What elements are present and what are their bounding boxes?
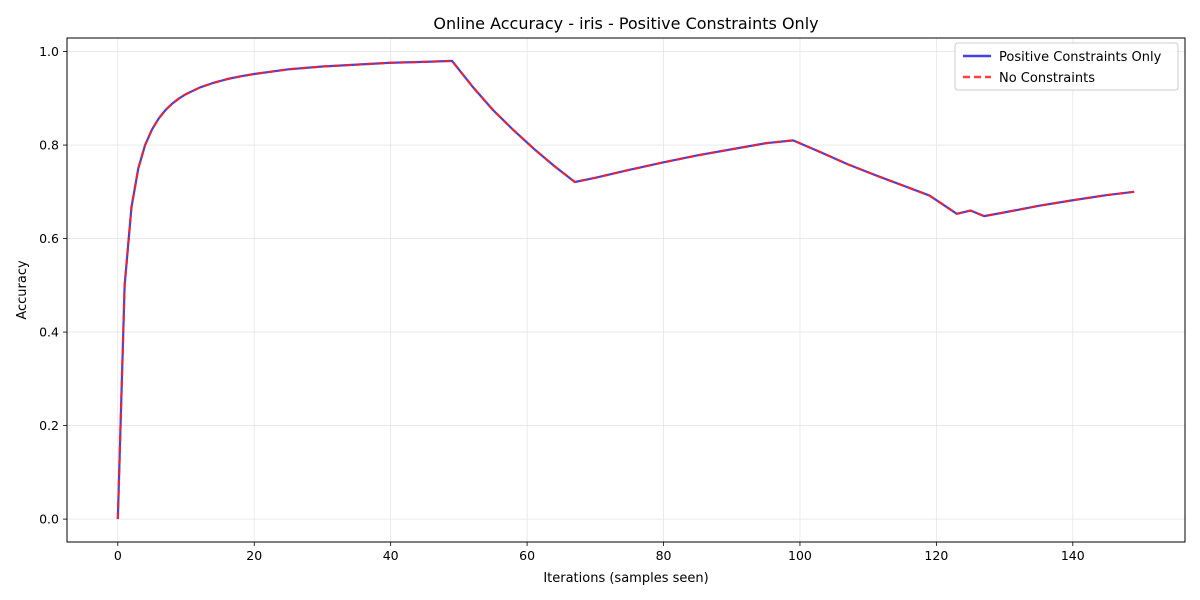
x-tick-label: 80	[656, 548, 672, 563]
grid	[67, 38, 1185, 542]
y-axis-title: Accuracy	[15, 260, 30, 320]
legend: Positive Constraints Only No Constraints	[954, 42, 1179, 91]
legend-box	[954, 42, 1179, 91]
y-tick-label: 0.2	[39, 418, 59, 433]
y-tick-label: 1.0	[39, 44, 59, 59]
x-axis-title: Iterations (samples seen)	[543, 571, 708, 586]
chart-title: Online Accuracy - iris - Positive Constr…	[433, 14, 818, 33]
legend-label-no-constraints: No Constraints	[999, 71, 1095, 86]
x-tick-label: 40	[383, 548, 399, 563]
x-tick-label: 60	[519, 548, 535, 563]
plot-frame	[66, 37, 1186, 543]
series-lines	[116, 59, 1135, 520]
x-tick-label: 120	[924, 548, 948, 563]
series-line-no-constraints	[116, 59, 1135, 520]
x-tick-label: 100	[788, 548, 812, 563]
axis-ticks: 0 20 40 60 80 100 120 140 0.0 0.2 0.4 0.6 0.8 1.0	[39, 44, 1085, 563]
x-tick-label: 140	[1061, 548, 1085, 563]
y-tick-label: 0.4	[39, 325, 59, 340]
y-tick-label: 0.6	[39, 231, 59, 246]
y-tick-label: 0.0	[39, 512, 59, 527]
legend-label-positive-constraints: Positive Constraints Only	[999, 50, 1162, 65]
x-tick-label: 20	[246, 548, 262, 563]
y-tick-label: 0.8	[39, 138, 59, 153]
x-tick-label: 0	[114, 548, 122, 563]
